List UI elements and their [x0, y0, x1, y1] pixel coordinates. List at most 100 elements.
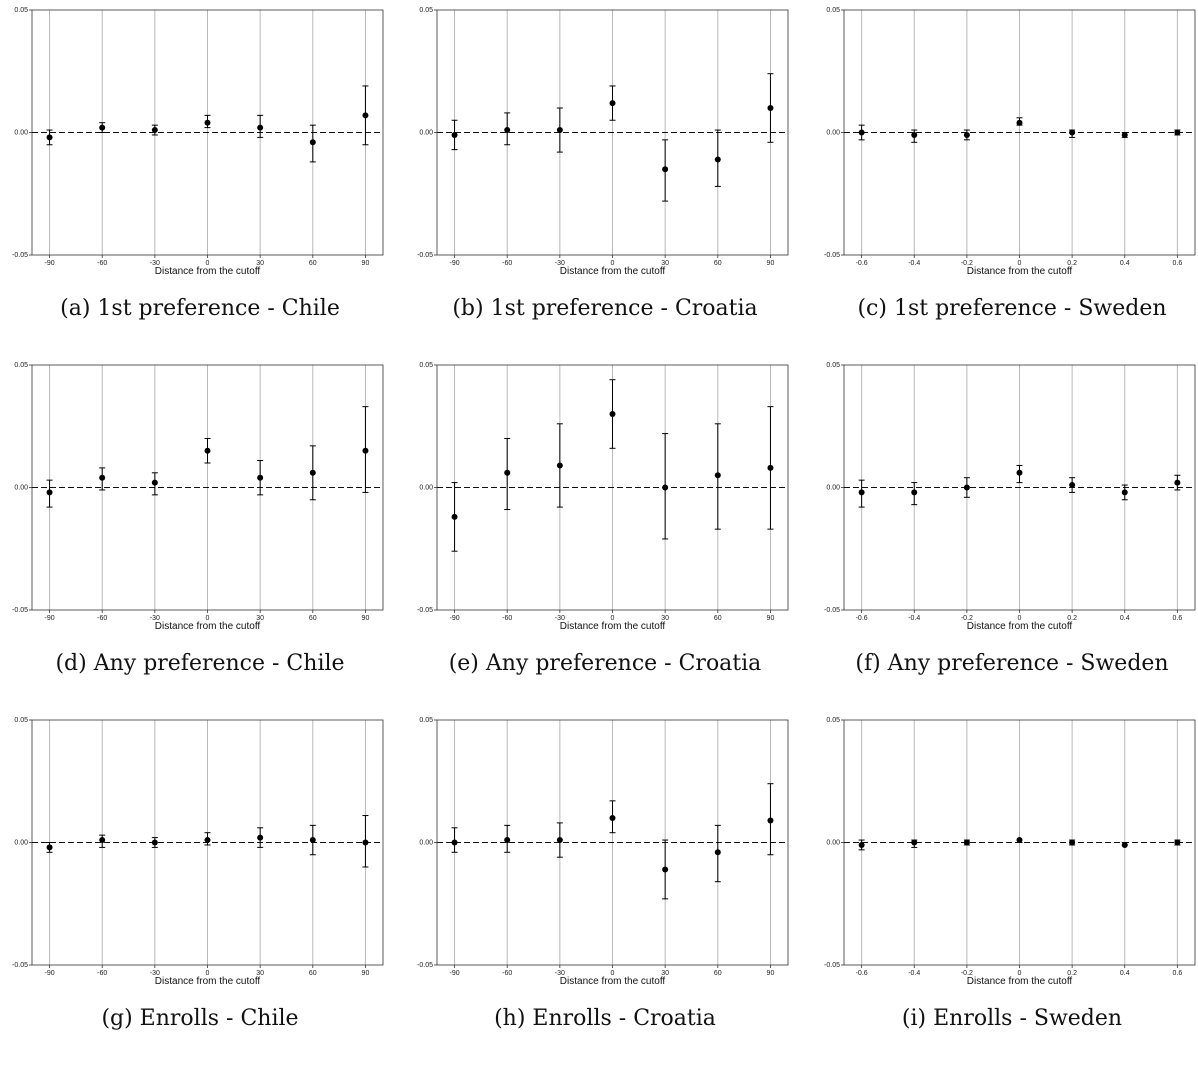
x-tick-label: 30	[256, 615, 264, 622]
x-tick-label: 0.4	[1120, 260, 1130, 267]
y-tick-label: 0.00	[419, 485, 433, 492]
chart-svg: -0.05 0.00 0.05 -90 -60 -30 0 30 60 90 Distance fr…	[417, 717, 789, 987]
x-tick-label: -60	[502, 615, 512, 622]
y-tick-label: -0.05	[824, 252, 840, 259]
x-tick-label: -60	[502, 260, 512, 267]
data-point	[609, 100, 616, 107]
x-tick-label: 60	[309, 615, 317, 622]
x-tick-label: -0.2	[961, 260, 973, 267]
y-tick-label: -0.05	[417, 962, 433, 969]
data-point	[204, 119, 211, 126]
y-tick-label: -0.05	[12, 607, 28, 614]
x-tick-label: 0	[1018, 260, 1022, 267]
x-tick-label: 0	[611, 970, 615, 977]
data-point	[1069, 482, 1076, 489]
x-axis-label: Distance from the cutoff	[155, 976, 261, 987]
chart-panel: -0.05 0.00 0.05 -90 -60 -30 0 30 60 90 Distance fr…	[405, 710, 805, 1065]
x-tick-label: 90	[362, 615, 370, 622]
y-tick-label: 0.00	[419, 130, 433, 137]
data-point	[858, 129, 865, 136]
x-axis-label: Distance from the cutoff	[560, 621, 666, 632]
y-tick-label: -0.05	[417, 607, 433, 614]
data-point	[1174, 129, 1181, 136]
y-tick-label: 0.00	[14, 840, 28, 847]
x-tick-label: -60	[97, 970, 107, 977]
data-point	[609, 411, 616, 417]
x-tick-label: 0	[1018, 615, 1022, 622]
chart-panel: -0.05 0.00 0.05 -0.6 -0.4 -0.2 0 0.2 0.4 0.6 Dista…	[812, 710, 1198, 1065]
y-tick-label: 0.00	[826, 840, 840, 847]
x-axis-label: Distance from the cutoff	[560, 976, 666, 987]
panel-caption: (e) Any preference - Croatia	[448, 651, 762, 676]
data-point	[151, 479, 158, 486]
data-point	[451, 131, 458, 138]
data-point	[46, 844, 53, 851]
panel-caption: (d) Any preference - Chile	[55, 651, 345, 676]
x-tick-label: 0.2	[1067, 260, 1077, 267]
y-tick-label: 0.05	[14, 7, 28, 14]
data-point	[99, 837, 106, 844]
y-tick-label: -0.05	[824, 607, 840, 614]
panel-caption: (g) Enrolls - Chile	[101, 1006, 299, 1031]
x-tick-label: -0.2	[961, 615, 973, 622]
chart-svg: -0.05 0.00 0.05 -90 -60 -30 0 30 60 90 Distance fr…	[417, 362, 789, 632]
x-tick-label: 90	[767, 970, 775, 977]
data-point	[46, 489, 53, 496]
y-tick-label: -0.05	[12, 252, 28, 259]
data-point	[609, 815, 616, 821]
x-tick-label: 0.6	[1173, 615, 1183, 622]
data-point	[662, 484, 669, 491]
x-tick-label: -90	[449, 260, 459, 267]
x-tick-label: 60	[714, 260, 722, 267]
x-tick-label: 0	[1018, 970, 1022, 977]
x-tick-label: -60	[502, 970, 512, 977]
panel-caption: (c) 1st preference - Sweden	[857, 296, 1167, 321]
x-tick-label: 0.2	[1067, 970, 1077, 977]
data-point	[504, 127, 511, 134]
y-tick-label: 0.05	[826, 362, 840, 369]
data-point	[1069, 129, 1076, 136]
x-tick-label: -90	[44, 970, 54, 977]
x-tick-label: -90	[44, 260, 54, 267]
x-tick-label: -90	[449, 615, 459, 622]
data-point	[99, 124, 106, 131]
data-point	[451, 839, 458, 846]
x-tick-label: 0.2	[1067, 615, 1077, 622]
data-point	[911, 489, 918, 496]
chart-panel: -0.05 0.00 0.05 -90 -60 -30 0 30 60 90 Distance fr…	[405, 0, 805, 355]
data-point	[858, 841, 865, 848]
data-point	[767, 464, 774, 471]
data-point	[204, 837, 211, 844]
data-point	[504, 837, 511, 844]
chart-svg: -0.05 0.00 0.05 -90 -60 -30 0 30 60 90 Distance fr…	[12, 362, 384, 632]
y-tick-label: -0.05	[417, 252, 433, 259]
data-point	[257, 834, 264, 841]
x-tick-label: -0.4	[908, 970, 920, 977]
x-tick-label: -0.6	[856, 615, 868, 622]
x-tick-label: -60	[97, 615, 107, 622]
chart-svg: -0.05 0.00 0.05 -90 -60 -30 0 30 60 90 Distance fr…	[12, 717, 384, 987]
data-point	[1016, 119, 1023, 126]
y-tick-label: 0.00	[14, 130, 28, 137]
x-tick-label: -30	[555, 615, 565, 622]
data-point	[46, 134, 53, 141]
data-point	[309, 139, 316, 146]
y-tick-label: 0.05	[826, 717, 840, 724]
chart-svg: -0.05 0.00 0.05 -90 -60 -30 0 30 60 90 Distance fr…	[12, 7, 384, 277]
data-point	[714, 156, 721, 163]
data-point	[714, 472, 721, 479]
data-point	[362, 112, 369, 119]
x-tick-label: 60	[309, 260, 317, 267]
data-point	[504, 469, 511, 476]
data-point	[1069, 839, 1076, 846]
data-point	[451, 513, 458, 520]
x-tick-label: -30	[555, 260, 565, 267]
x-tick-label: 0.4	[1120, 970, 1130, 977]
x-tick-label: -30	[150, 615, 160, 622]
data-point	[257, 124, 264, 131]
y-tick-label: 0.05	[419, 717, 433, 724]
x-tick-label: 90	[362, 260, 370, 267]
y-tick-label: 0.00	[14, 485, 28, 492]
data-point	[309, 469, 316, 476]
y-tick-label: 0.00	[419, 840, 433, 847]
